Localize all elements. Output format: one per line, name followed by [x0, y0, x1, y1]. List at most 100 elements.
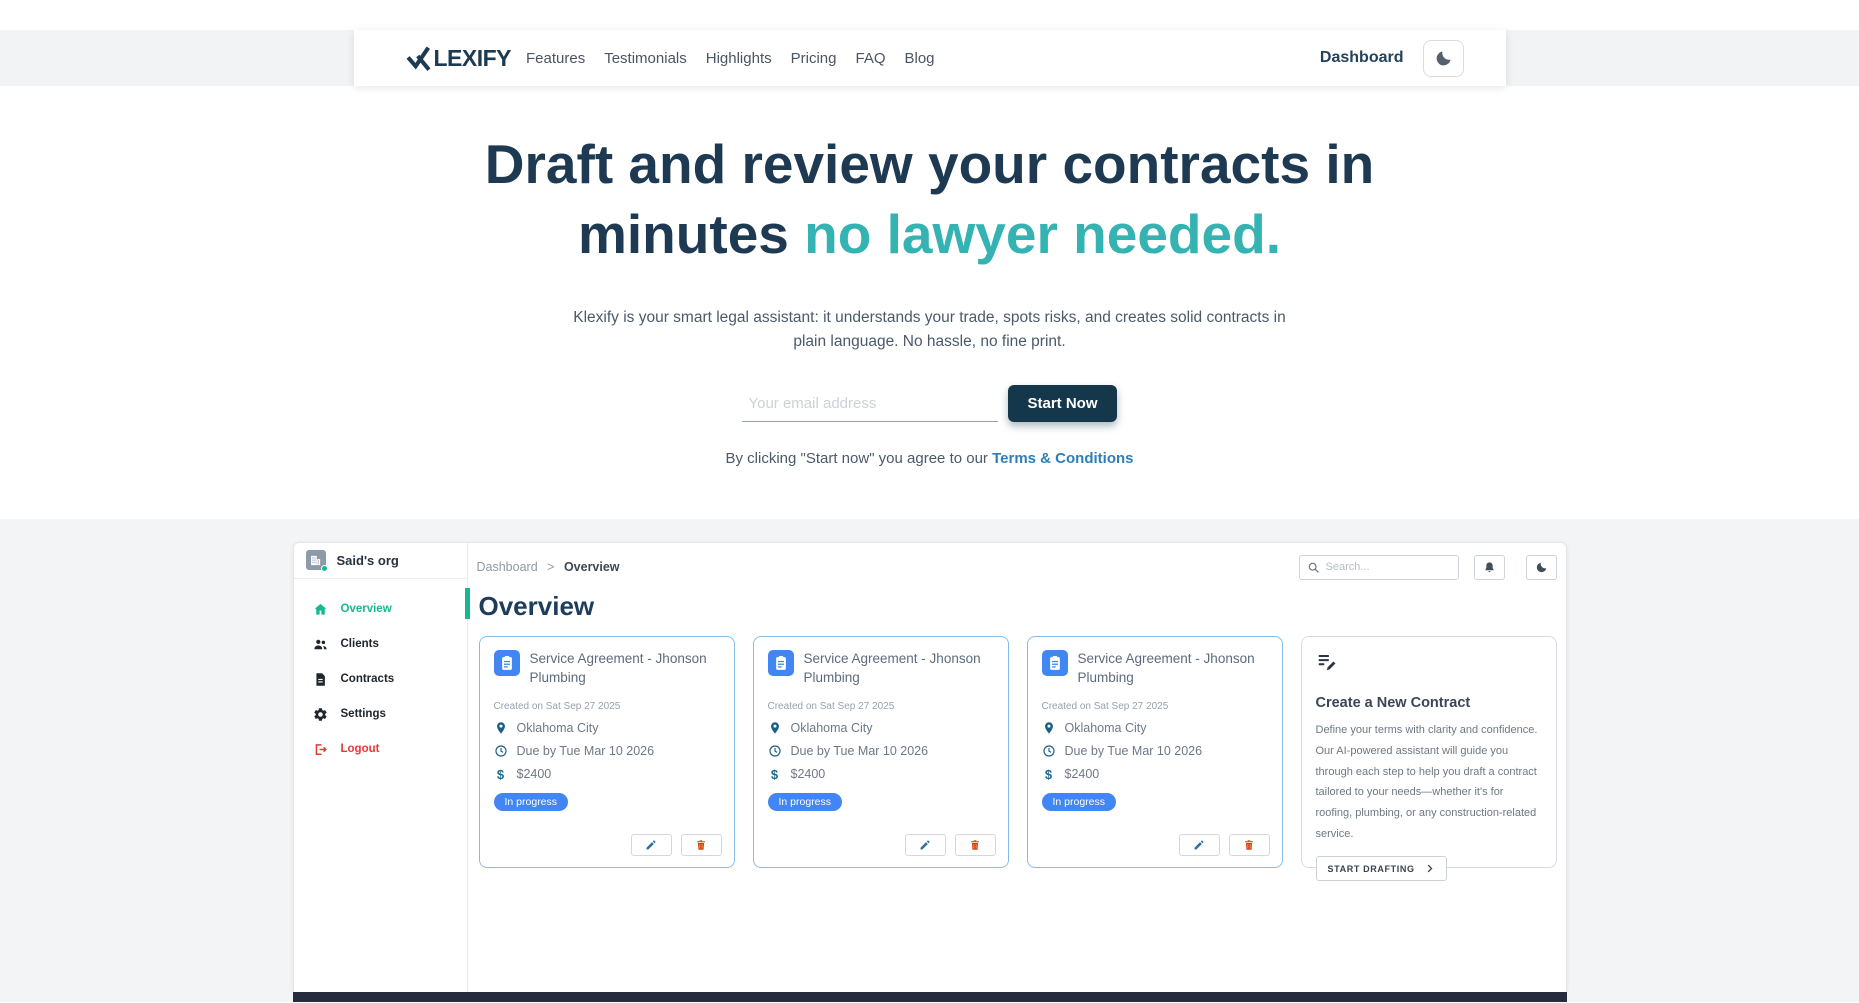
nav-link[interactable]: Testimonials: [604, 49, 687, 67]
dashboard-main: Dashboard > Overview: [464, 543, 1566, 992]
org-building-icon: [305, 550, 328, 573]
pencil-icon: [646, 840, 656, 850]
delete-contract-button[interactable]: [1228, 833, 1270, 856]
edit-contract-button[interactable]: [1178, 833, 1220, 856]
title-accent-bar: [464, 587, 470, 619]
breadcrumb: Dashboard > Overview: [477, 560, 620, 574]
sidebar-item-logout[interactable]: Logout: [294, 732, 467, 767]
nav-link[interactable]: Pricing: [790, 49, 837, 67]
hero-section: Draft and review your contracts in minut…: [0, 130, 1859, 519]
sidebar-item-label: Logout: [340, 743, 380, 756]
contract-due: Due by Tue Mar 10 2026: [1064, 743, 1203, 758]
sidebar-item-settings[interactable]: Settings: [294, 697, 467, 732]
nav-link[interactable]: Highlights: [705, 49, 772, 67]
contract-amount-row: $ $2400: [494, 767, 720, 782]
org-status-dot: [320, 565, 328, 573]
home-icon: [314, 603, 326, 615]
contract-title: Service Agreement - Jhonson Plumbing: [529, 650, 707, 685]
document-icon: [315, 672, 325, 686]
theme-toggle-button[interactable]: [1422, 39, 1464, 77]
dollar-icon: $: [496, 766, 505, 782]
pencil-icon: [920, 840, 930, 850]
start-now-button[interactable]: Start Now: [1008, 384, 1117, 422]
status-badge: In progress: [1041, 792, 1117, 811]
contract-card: Service Agreement - Jhonson Plumbing Cre…: [1026, 635, 1283, 868]
delete-contract-button[interactable]: [680, 833, 722, 856]
sidebar-item-label: Overview: [340, 603, 392, 616]
sidebar-item-clients[interactable]: Clients: [294, 627, 467, 662]
contract-created: Created on Sat Sep 27 2025: [767, 700, 895, 712]
search-box[interactable]: [1298, 554, 1459, 580]
contract-actions: [904, 833, 996, 856]
org-switcher[interactable]: Said's org: [293, 543, 467, 579]
contract-location-row: Oklahoma City: [768, 721, 994, 735]
contract-location: Oklahoma City: [790, 720, 873, 735]
contract-location-row: Oklahoma City: [494, 721, 720, 735]
search-icon: [1308, 562, 1319, 573]
trash-icon: [1245, 840, 1253, 850]
contract-due-row: Due by Tue Mar 10 2026: [494, 744, 720, 758]
location-pin-icon: [496, 721, 505, 734]
clock-icon: [768, 744, 781, 757]
logo-text: LEXIFY: [433, 44, 512, 71]
clock-icon: [494, 744, 507, 757]
clipboard-icon: [1041, 649, 1068, 676]
nav-link[interactable]: Features: [526, 49, 586, 67]
page-title: Overview: [478, 590, 595, 621]
contract-due: Due by Tue Mar 10 2026: [516, 743, 655, 758]
clipboard-icon: [493, 649, 520, 676]
sidebar-menu: Overview Clients Contr: [294, 579, 467, 780]
contract-actions: [630, 833, 722, 856]
contract-title: Service Agreement - Jhonson Plumbing: [1077, 650, 1255, 685]
edit-contract-button[interactable]: [630, 833, 672, 856]
logo-check-icon: [406, 46, 431, 71]
search-input[interactable]: [1325, 561, 1451, 574]
draft-icon: [1316, 654, 1338, 677]
email-input[interactable]: [742, 385, 999, 422]
create-contract-card: Create a New Contract Define your terms …: [1300, 635, 1557, 882]
contract-due-row: Due by Tue Mar 10 2026: [1042, 744, 1268, 758]
location-pin-icon: [1044, 721, 1053, 734]
sidebar-item-label: Settings: [340, 708, 386, 721]
hero-title-line1: Draft and review your contracts in: [484, 133, 1375, 195]
sidebar-item-overview[interactable]: Overview: [294, 592, 467, 627]
create-card-title: Create a New Contract: [1315, 694, 1471, 711]
topbar-controls: [1298, 554, 1557, 580]
nav-link[interactable]: FAQ: [855, 49, 886, 67]
breadcrumb-current: Overview: [563, 560, 620, 575]
nav-link[interactable]: Blog: [904, 49, 935, 67]
notifications-button[interactable]: [1473, 554, 1505, 580]
cards-row: Service Agreement - Jhonson Plumbing Cre…: [477, 635, 1557, 882]
status-badge: In progress: [493, 792, 569, 811]
dashboard-panel: Said's org Overview Clients: [292, 541, 1567, 992]
dollar-icon: $: [770, 766, 779, 782]
contract-amount: $2400: [790, 767, 826, 781]
dashboard-preview-section: Said's org Overview Clients: [0, 518, 1859, 1002]
dashboard-topbar: Dashboard > Overview: [477, 554, 1557, 580]
terms-prefix: By clicking "Start now" you agree to our: [725, 449, 993, 467]
dollar-icon: $: [1044, 766, 1053, 782]
breadcrumb-separator: >: [547, 560, 555, 575]
contract-cards: Service Agreement - Jhonson Plumbing Cre…: [478, 635, 1283, 868]
pencil-icon: [1194, 840, 1204, 850]
contract-card: Service Agreement - Jhonson Plumbing Cre…: [478, 635, 735, 868]
start-drafting-button[interactable]: START DRAFTING: [1315, 856, 1447, 882]
dashboard-theme-button[interactable]: [1525, 554, 1557, 580]
contract-location: Oklahoma City: [516, 720, 599, 735]
contract-location-row: Oklahoma City: [1042, 721, 1268, 735]
contract-created: Created on Sat Sep 27 2025: [493, 700, 621, 712]
delete-contract-button[interactable]: [954, 833, 996, 856]
contract-created: Created on Sat Sep 27 2025: [1041, 700, 1169, 712]
hero-title-accent: no lawyer needed.: [804, 202, 1281, 265]
klexify-logo[interactable]: LEXIFY: [406, 45, 512, 72]
edit-contract-button[interactable]: [904, 833, 946, 856]
dashboard-link[interactable]: Dashboard: [1319, 49, 1404, 66]
bell-icon: [1484, 562, 1494, 572]
sidebar-item-label: Contracts: [340, 673, 395, 686]
trash-icon: [697, 840, 705, 850]
chevron-right-icon: [1427, 864, 1433, 873]
breadcrumb-root[interactable]: Dashboard: [476, 560, 538, 575]
sidebar-item-contracts[interactable]: Contracts: [294, 662, 467, 697]
logout-icon: [315, 743, 327, 755]
terms-link[interactable]: Terms & Conditions: [992, 449, 1134, 467]
